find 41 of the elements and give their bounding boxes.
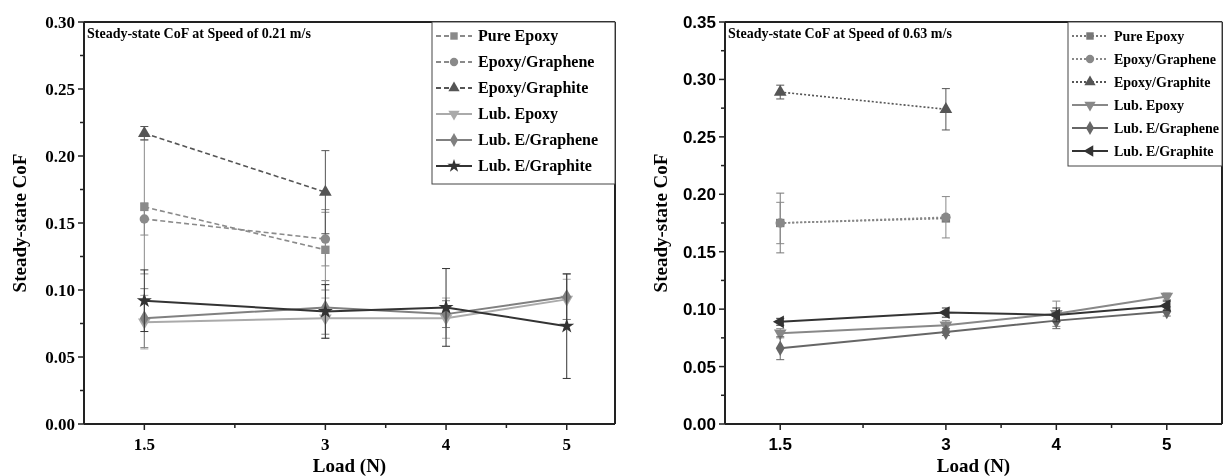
x-tick-label: 1.5 xyxy=(133,435,155,454)
legend-label: Epoxy/Graphite xyxy=(1114,75,1211,90)
legend-label: Epoxy/Graphite xyxy=(478,79,589,97)
y-axis-title: Steady-state CoF xyxy=(9,153,30,293)
x-tick-label: 3 xyxy=(321,435,330,454)
y-tick-label: 0.30 xyxy=(45,13,75,32)
legend-label: Lub. E/Graphite xyxy=(478,157,592,175)
x-tick-label: 3 xyxy=(941,435,951,454)
y-tick-label: 0.00 xyxy=(45,415,75,434)
x-tick-label: 5 xyxy=(562,435,571,454)
legend-label: Pure Epoxy xyxy=(1114,29,1185,44)
y-axis-title: Steady-state CoF xyxy=(650,153,671,293)
y-tick-label: 0.35 xyxy=(682,13,716,32)
y-tick-label: 0.15 xyxy=(682,242,716,262)
legend-label: Lub. E/Graphene xyxy=(478,131,599,149)
x-tick-label: 1.5 xyxy=(768,435,793,454)
x-axis-title: Load (N) xyxy=(936,455,1011,476)
legend-label: Epoxy/Graphene xyxy=(1114,52,1216,67)
y-tick-label: 0.20 xyxy=(682,185,716,205)
y-tick-label: 0.30 xyxy=(682,70,716,90)
legend-label: Lub. E/Graphite xyxy=(1114,144,1214,159)
y-tick-label: 0.05 xyxy=(682,357,716,377)
legend-label: Epoxy/Graphene xyxy=(478,53,595,71)
y-tick-label: 0.20 xyxy=(45,147,75,166)
x-axis-title: Load (N) xyxy=(312,455,387,476)
y-tick-label: 0.05 xyxy=(45,348,75,367)
y-tick-label: 0.25 xyxy=(45,80,75,99)
legend-label: Pure Epoxy xyxy=(478,27,559,45)
y-tick-label: 0.00 xyxy=(682,415,716,434)
legend-label: Lub. E/Graphene xyxy=(1114,121,1220,136)
legend-label: Lub. Epoxy xyxy=(478,105,559,123)
y-tick-label: 0.10 xyxy=(45,281,75,300)
legend-label: Lub. Epoxy xyxy=(1114,98,1185,113)
y-tick-label: 0.25 xyxy=(682,127,716,147)
chart-title: Steady-state CoF at Speed of 0.21 m/s xyxy=(87,26,312,41)
y-tick-label: 0.10 xyxy=(682,300,716,320)
x-tick-label: 4 xyxy=(1051,435,1062,454)
chart-title: Steady-state CoF at Speed of 0.63 m/s xyxy=(728,26,953,41)
y-tick-label: 0.15 xyxy=(45,214,75,233)
x-tick-label: 4 xyxy=(441,435,451,454)
x-tick-label: 5 xyxy=(1162,435,1172,454)
